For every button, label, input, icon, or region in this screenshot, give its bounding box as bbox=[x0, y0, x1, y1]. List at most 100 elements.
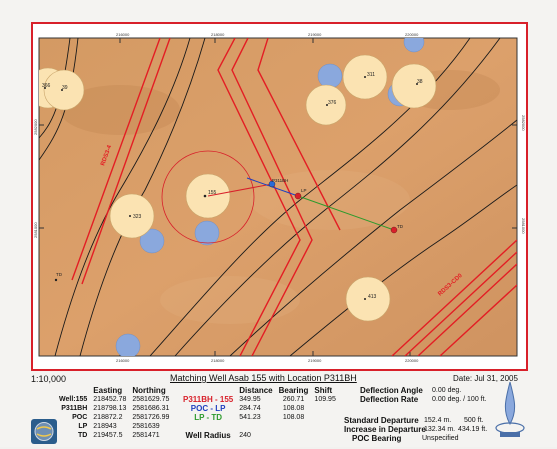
map-title: Matching Well Asab 155 with Location P31… bbox=[170, 373, 357, 383]
standard-departure-m: 152.4 m. bbox=[424, 417, 452, 424]
row-northing: 2581686.31 bbox=[132, 405, 170, 412]
company-logo-left bbox=[31, 419, 57, 444]
table-row: P311BH 218798.13 2581686.31 bbox=[56, 404, 172, 413]
row-northing: 2581726.99 bbox=[132, 414, 170, 421]
pair-label: POC - LP bbox=[190, 404, 226, 413]
header-distance: Distance bbox=[239, 386, 273, 395]
grid-border bbox=[38, 37, 518, 357]
point-label: TD bbox=[397, 224, 404, 229]
row-easting: 218872.2 bbox=[93, 414, 123, 421]
header-bearing: Bearing bbox=[278, 386, 309, 395]
row-label: TD bbox=[77, 432, 88, 439]
row-northing: 2581639 bbox=[132, 423, 160, 430]
row-label: LP bbox=[78, 423, 88, 430]
pair-distance: 349.95 bbox=[239, 396, 261, 403]
pair-label: P311BH - 155 bbox=[183, 395, 234, 404]
well-radius-value: 240 bbox=[239, 432, 251, 439]
grid-label-top: 216000 bbox=[116, 32, 130, 37]
well-radius-label: Well Radius bbox=[185, 431, 231, 440]
grid-label-left: 2582000 bbox=[33, 119, 38, 135]
grid-label-right: 2582000 bbox=[521, 115, 526, 131]
point-label: P311BH bbox=[272, 178, 288, 183]
well-radius-circle bbox=[161, 150, 255, 244]
pair-bearing: 108.08 bbox=[282, 414, 305, 421]
table-row: LP - TD 541.23 108.08 bbox=[180, 413, 339, 422]
well-label: 413 bbox=[368, 294, 377, 300]
distance-table: Distance Bearing Shift P311BH - 155 349.… bbox=[180, 386, 339, 440]
increase-departure-label: Increase in Departure bbox=[344, 425, 426, 434]
header-northing: Northing bbox=[132, 386, 166, 395]
row-easting: 219457.5 bbox=[93, 432, 123, 439]
flame-logo-icon bbox=[495, 381, 525, 437]
trajectory-lp-td bbox=[297, 195, 395, 231]
well-label: 38 bbox=[417, 79, 423, 85]
header-shift: Shift bbox=[314, 386, 333, 395]
table-row: Well:155 218452.78 2581629.75 bbox=[56, 395, 172, 404]
pair-bearing: 108.08 bbox=[282, 405, 305, 412]
pair-bearing: 260.71 bbox=[282, 396, 305, 403]
well-circles bbox=[39, 54, 437, 322]
row-label: Well:155 bbox=[59, 396, 88, 403]
grid-labels: 216000 218000 219000 220000 216000 21800… bbox=[33, 32, 526, 363]
coordinates-table: Easting Northing Well:155 218452.78 2581… bbox=[56, 386, 172, 440]
grid-label-right: 2581000 bbox=[521, 218, 526, 234]
pair-distance: 284.74 bbox=[239, 405, 261, 412]
point-lp[interactable] bbox=[294, 192, 302, 200]
grid-label-top: 218000 bbox=[211, 32, 225, 37]
grid-label-top: 219000 bbox=[308, 32, 322, 37]
row-easting: 218943 bbox=[93, 423, 117, 430]
map-date: Date: Jul 31, 2005 bbox=[453, 374, 518, 383]
trajectory-p311bh-155 bbox=[207, 183, 273, 197]
well-label: 311 bbox=[367, 72, 375, 78]
row-label: P311BH bbox=[61, 405, 88, 412]
map-scale: 1:10,000 bbox=[31, 374, 67, 384]
globe-icon bbox=[34, 422, 54, 441]
contour-lines bbox=[39, 38, 517, 356]
company-logo-right bbox=[492, 380, 528, 440]
well-labels: 366 39 311 38 376 155 323 413 bbox=[42, 72, 423, 300]
table-row: POC 218872.2 2581726.99 bbox=[56, 413, 172, 422]
satellite-imagery bbox=[39, 38, 517, 356]
deflection-angle-label: Deflection Angle bbox=[360, 386, 423, 395]
increase-departure-m: 132.34 m. bbox=[424, 426, 456, 433]
row-label: POC bbox=[72, 414, 88, 421]
grid-label-bottom: 219000 bbox=[308, 358, 322, 363]
well-label: 39 bbox=[62, 85, 68, 91]
well-label: 155 bbox=[208, 190, 217, 196]
row-easting: 218452.78 bbox=[93, 396, 127, 403]
header-easting: Easting bbox=[93, 386, 123, 395]
deflection-info: Deflection Angle 0.00 deg. Deflection Ra… bbox=[340, 386, 490, 446]
standard-departure-label: Standard Departure bbox=[344, 416, 419, 425]
pair-label: LP - TD bbox=[194, 413, 223, 422]
table-row: POC - LP 284.74 108.08 bbox=[180, 404, 339, 413]
well-label: 323 bbox=[133, 214, 142, 220]
row-northing: 2581629.75 bbox=[132, 396, 170, 403]
increase-departure-ft: 434.19 ft. bbox=[458, 426, 488, 433]
point-labels: P311BH LP TD TD bbox=[56, 178, 404, 277]
deflection-rate-label: Deflection Rate bbox=[360, 395, 419, 404]
table-row: TD 219457.5 2581471 bbox=[56, 431, 172, 440]
point-td-secondary[interactable] bbox=[54, 278, 58, 282]
table-row: LP 218943 2581639 bbox=[56, 422, 172, 431]
grid-label-bottom: 218000 bbox=[211, 358, 225, 363]
point-p311bh[interactable] bbox=[268, 180, 276, 188]
deflection-rate-value: 0.00 deg. / 100 ft. bbox=[432, 396, 487, 403]
point-label: LP bbox=[301, 188, 307, 193]
grid-label-left: 2581000 bbox=[33, 222, 38, 238]
grid-label-top: 220000 bbox=[405, 32, 419, 37]
grid-label-bottom: 220000 bbox=[405, 358, 419, 363]
well-label: 366 bbox=[42, 83, 51, 89]
poc-bearing-value: Unspecified bbox=[422, 435, 459, 442]
table-row: Well Radius 240 bbox=[180, 431, 339, 440]
roads bbox=[71, 38, 517, 356]
row-northing: 2581471 bbox=[132, 432, 160, 439]
row-easting: 218798.13 bbox=[93, 405, 127, 412]
point-td[interactable] bbox=[390, 226, 398, 234]
poc-bearing-label: POC Bearing bbox=[352, 434, 402, 443]
point-label: TD bbox=[56, 272, 63, 277]
standard-departure-ft: 500 ft. bbox=[464, 417, 484, 424]
pair-distance: 541.23 bbox=[239, 414, 261, 421]
deflection-angle-value: 0.00 deg. bbox=[432, 387, 462, 394]
